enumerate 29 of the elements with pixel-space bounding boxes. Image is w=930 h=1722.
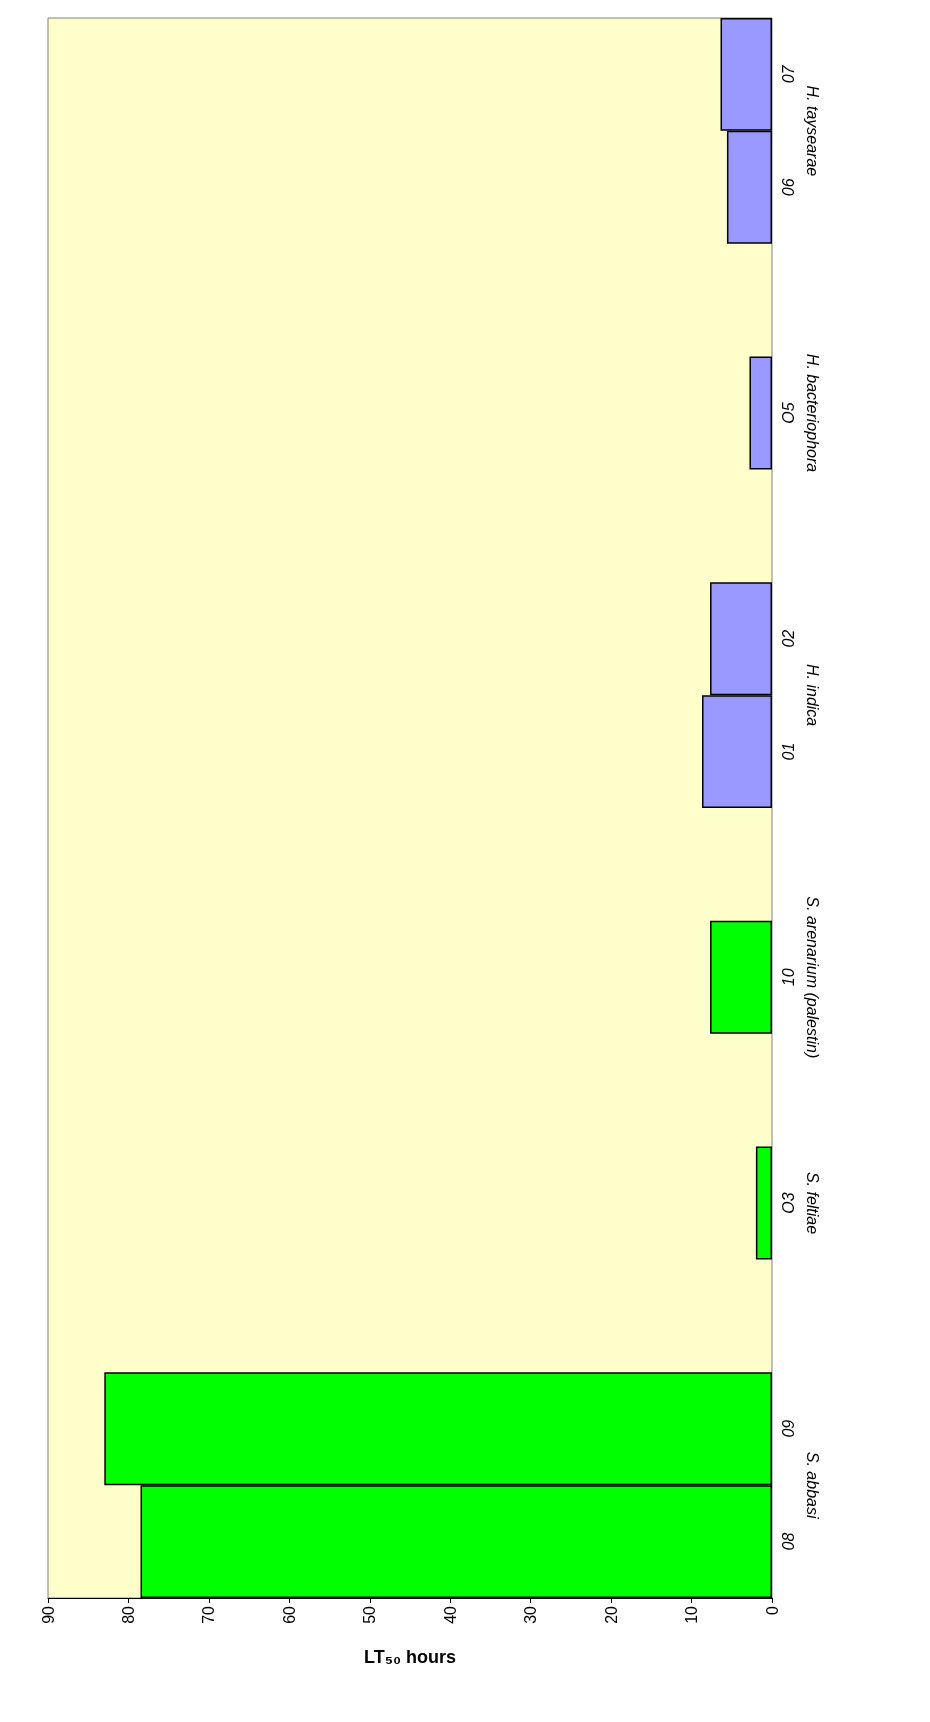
- bar: [749, 356, 772, 470]
- text: H. indica: [803, 664, 821, 727]
- y-tick-label: O3: [779, 1192, 797, 1214]
- text: S. arenarium (palestin): [803, 896, 821, 1059]
- y-tick-label: 06: [779, 178, 797, 197]
- bar: [710, 920, 772, 1034]
- y-tick-label: O5: [779, 402, 797, 424]
- text: H. bacteriophora: [803, 353, 821, 473]
- y-tick-label: 02: [779, 629, 797, 648]
- x-tick-label: 40: [441, 1605, 459, 1624]
- x-tick-label: 0: [763, 1605, 781, 1615]
- y-tick-label: 07: [779, 64, 797, 84]
- x-axis-title: LT₅₀ hours: [363, 1647, 457, 1667]
- y-tick-label: 09: [779, 1419, 797, 1438]
- bar: [755, 1146, 772, 1260]
- x-tick-label: 20: [602, 1605, 620, 1624]
- x-tick-label: 70: [200, 1605, 218, 1624]
- text: S. abbasi: [803, 1451, 821, 1519]
- y-tick-label: 10: [779, 968, 797, 987]
- x-tick-label: 80: [119, 1605, 137, 1624]
- y-tick-label: 01: [779, 742, 797, 761]
- x-tick-label: 30: [522, 1605, 540, 1624]
- y-tick-label: 08: [779, 1532, 797, 1551]
- text: H. taysearae: [803, 85, 821, 177]
- x-tick-label: 50: [361, 1605, 379, 1624]
- x-tick-label: 60: [280, 1605, 298, 1624]
- x-tick-label: 90: [39, 1605, 57, 1624]
- x-tick-label: 10: [683, 1605, 701, 1624]
- text: S. feltiae: [803, 1171, 821, 1235]
